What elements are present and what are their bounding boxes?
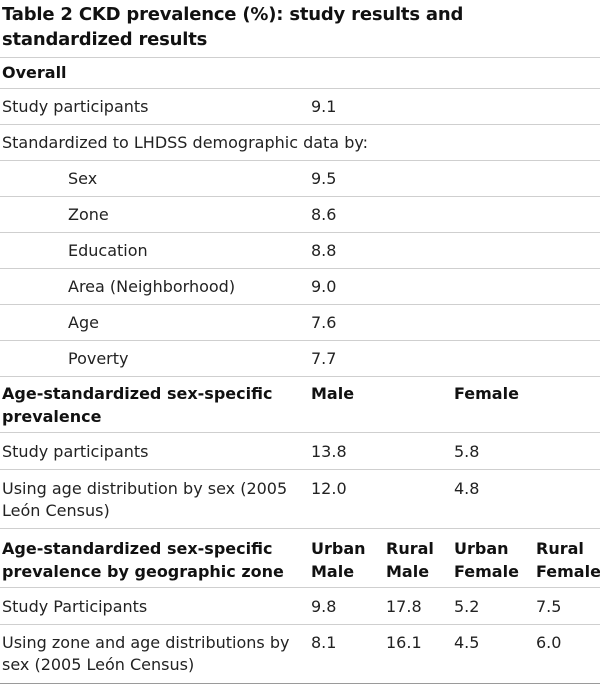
row-divider (0, 124, 600, 125)
table-title: Table 2 CKD prevalence (%): study result… (2, 4, 464, 50)
row-divider (0, 232, 600, 233)
table-bottom-border (0, 683, 600, 684)
row-value-urban-female: 4.5 (454, 633, 480, 652)
row-value-rural-male: 17.8 (386, 597, 422, 616)
row-label-age: Age (68, 313, 99, 332)
row-label-area: Area (Neighborhood) (68, 277, 236, 296)
row-label-sex-study-participants: Study participants (2, 442, 149, 461)
row-value-rural-female: 6.0 (536, 633, 562, 652)
row-value-male: 13.8 (311, 442, 347, 461)
row-divider (0, 160, 600, 161)
section-heading-sex-specific: Age-standardized sex-specific prevalence (2, 384, 273, 426)
row-value-poverty: 7.7 (311, 349, 337, 368)
row-value-urban-male: 8.1 (311, 633, 337, 652)
row-divider (0, 340, 600, 341)
row-label-poverty: Poverty (68, 349, 129, 368)
row-label-zone-study-participants: Study Participants (2, 597, 148, 616)
column-header-rural-male: Rural Male (386, 539, 434, 581)
overall-divider (0, 88, 600, 89)
row-value-female: 5.8 (454, 442, 480, 461)
row-label-zone-age-distribution: Using zone and age distributions by sex … (2, 633, 290, 674)
row-value-rural-female: 7.5 (536, 597, 562, 616)
row-label-sex: Sex (68, 169, 98, 188)
row-value-age: 7.6 (311, 313, 337, 332)
row-divider (0, 587, 600, 588)
row-value-area: 9.0 (311, 277, 337, 296)
row-divider (0, 268, 600, 269)
column-header-female: Female (454, 384, 519, 403)
row-divider (0, 376, 600, 377)
row-value-education: 8.8 (311, 241, 337, 260)
row-value-urban-female: 5.2 (454, 597, 480, 616)
row-value-male: 12.0 (311, 479, 347, 498)
row-divider (0, 469, 600, 470)
row-label-education: Education (68, 241, 148, 260)
row-divider (0, 432, 600, 433)
row-label-standardized: Standardized to LHDSS demographic data b… (2, 133, 369, 152)
row-value-zone: 8.6 (311, 205, 337, 224)
row-label-age-distribution: Using age distribution by sex (2005 León… (2, 479, 288, 520)
row-divider (0, 528, 600, 529)
row-value-female: 4.8 (454, 479, 480, 498)
row-label-zone: Zone (68, 205, 109, 224)
section-heading-overall: Overall (2, 63, 67, 82)
column-header-urban-male: Urban Male (311, 539, 366, 581)
row-value-rural-male: 16.1 (386, 633, 422, 652)
column-header-male: Male (311, 384, 355, 403)
row-value-urban-male: 9.8 (311, 597, 337, 616)
row-value-sex: 9.5 (311, 169, 337, 188)
row-value-study-participants: 9.1 (311, 97, 337, 116)
column-header-rural-female: Rural Female (536, 539, 600, 581)
column-header-urban-female: Urban Female (454, 539, 519, 581)
row-divider (0, 624, 600, 625)
row-label-study-participants: Study participants (2, 97, 149, 116)
row-divider (0, 196, 600, 197)
title-divider (0, 57, 600, 58)
section-heading-geographic-zone: Age-standardized sex-specific prevalence… (2, 539, 284, 581)
row-divider (0, 304, 600, 305)
